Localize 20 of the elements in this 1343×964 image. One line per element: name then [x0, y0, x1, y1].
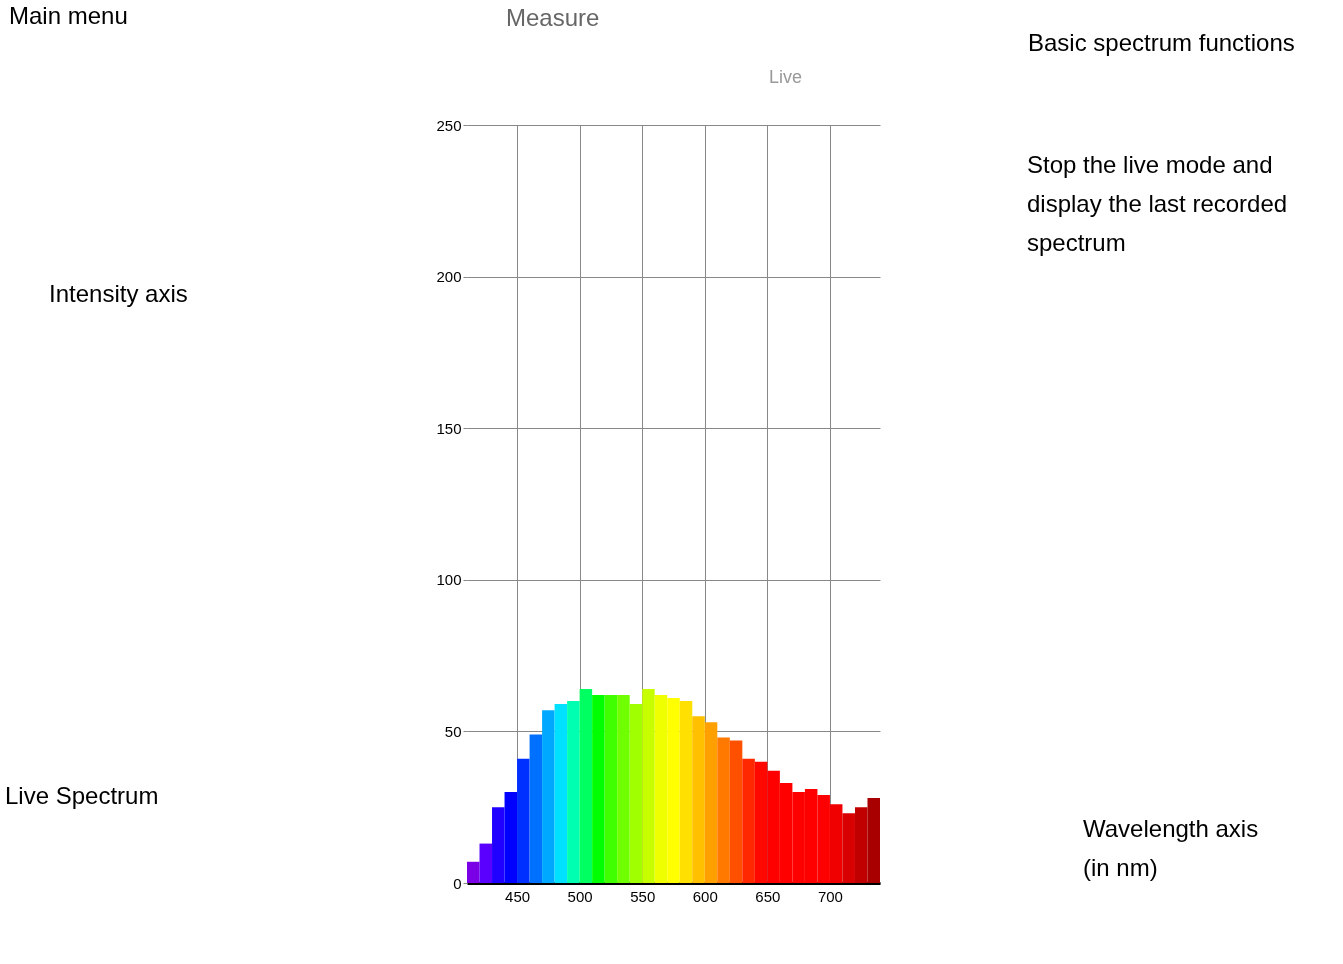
text: Main menu: [9, 2, 128, 29]
y-tick-label: 200: [436, 268, 462, 286]
y-tick-label: 250: [436, 116, 462, 134]
x-tick-label: 450: [505, 887, 531, 905]
text: Live Spectrum: [5, 782, 159, 809]
x-tick-label: 700: [817, 887, 843, 905]
text: Wavelength axis (in nm): [1083, 815, 1259, 881]
x-tick-label: 500: [567, 887, 593, 905]
text: Stop the live mode and display the last recorded spectrum: [1027, 151, 1288, 256]
x-tick-label: 600: [692, 887, 718, 905]
x-tick-label: 650: [755, 887, 781, 905]
y-tick-label: 50: [444, 722, 462, 740]
y-tick-label: 100: [436, 571, 462, 589]
text: Basic spectrum functions: [1028, 29, 1295, 56]
y-tick-label: 0: [453, 874, 462, 892]
chart-title: Measure: [506, 4, 600, 31]
text: Live: [769, 67, 803, 87]
text: Intensity axis: [49, 280, 188, 307]
y-tick-label: 150: [436, 419, 462, 437]
x-tick-label: 550: [630, 887, 656, 905]
